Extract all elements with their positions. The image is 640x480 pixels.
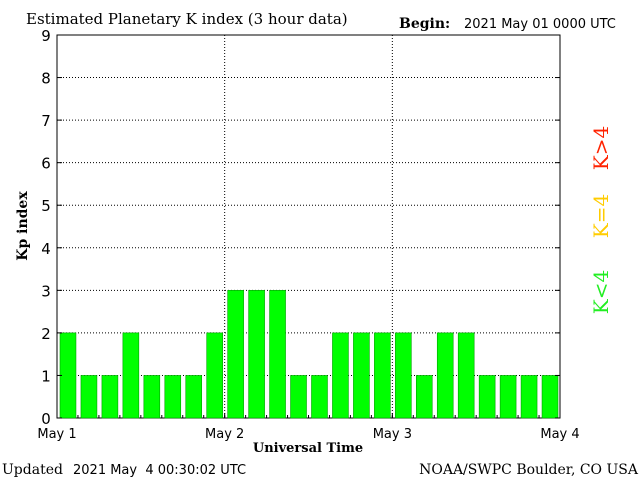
x-tick-label: May 2 — [205, 427, 244, 442]
kp-bar — [374, 332, 391, 419]
kp-bar — [353, 332, 370, 419]
kp-bar — [457, 332, 475, 419]
begin-label: Begin: — [399, 16, 450, 32]
kp-bar — [101, 375, 119, 419]
plot-frame — [56, 34, 561, 419]
kp-bar — [122, 332, 140, 419]
kp-bar — [80, 375, 98, 419]
begin-value: 2021 May 01 0000 UTC — [464, 17, 616, 32]
legend-k-equal-4: K=4 — [589, 194, 613, 238]
kp-bar — [59, 332, 77, 419]
y-tick-label: 7 — [41, 112, 51, 130]
kp-bar — [206, 332, 223, 419]
chart-title: Estimated Planetary K index (3 hour data… — [26, 10, 348, 28]
kp-bar — [478, 375, 496, 419]
kp-bar — [395, 332, 412, 419]
kp-bar — [185, 375, 203, 419]
x-tick-label: May 1 — [37, 427, 76, 442]
y-tick-label: 1 — [41, 367, 51, 385]
kp-bar — [227, 290, 244, 419]
grid-lines — [57, 35, 560, 418]
kp-bar — [415, 375, 433, 419]
y-tick-label: 4 — [41, 240, 51, 258]
y-axis-label: Kp index — [15, 191, 31, 261]
updated-value: 2021 May 4 00:30:02 UTC — [73, 463, 246, 478]
y-axis-ticks: 0 1 2 3 4 5 6 7 8 9 — [41, 27, 560, 428]
kp-bar — [143, 375, 161, 419]
y-tick-label: 6 — [41, 155, 51, 173]
kp-bar — [541, 375, 559, 419]
y-tick-label: 5 — [41, 197, 51, 215]
updated-label: Updated — [2, 462, 63, 478]
y-tick-label: 3 — [41, 282, 51, 300]
kp-bar — [164, 375, 182, 419]
kp-bar — [499, 375, 517, 419]
y-tick-label: 2 — [41, 325, 51, 343]
x-tick-label: May 4 — [540, 427, 579, 442]
kp-bar — [311, 375, 328, 419]
y-tick-label: 8 — [41, 70, 51, 88]
kp-bar — [248, 290, 265, 419]
source-credit: NOAA/SWPC Boulder, CO USA — [419, 462, 639, 478]
legend-k-greater-4: K>4 — [589, 126, 613, 170]
legend-k-less-4: K<4 — [589, 270, 613, 314]
kp-bar — [520, 375, 538, 419]
kp-bar — [290, 375, 307, 419]
kp-bar — [436, 332, 454, 419]
kp-bar — [269, 290, 286, 419]
x-axis-ticks: May 1 May 2 May 3 May 4 — [37, 413, 580, 442]
y-tick-label: 9 — [41, 27, 51, 45]
y-tick-label: 0 — [41, 410, 51, 428]
x-axis-label: Universal Time — [253, 441, 363, 456]
x-tick-label: May 3 — [373, 427, 412, 442]
kp-bar — [332, 332, 349, 419]
bar-series — [59, 290, 559, 419]
